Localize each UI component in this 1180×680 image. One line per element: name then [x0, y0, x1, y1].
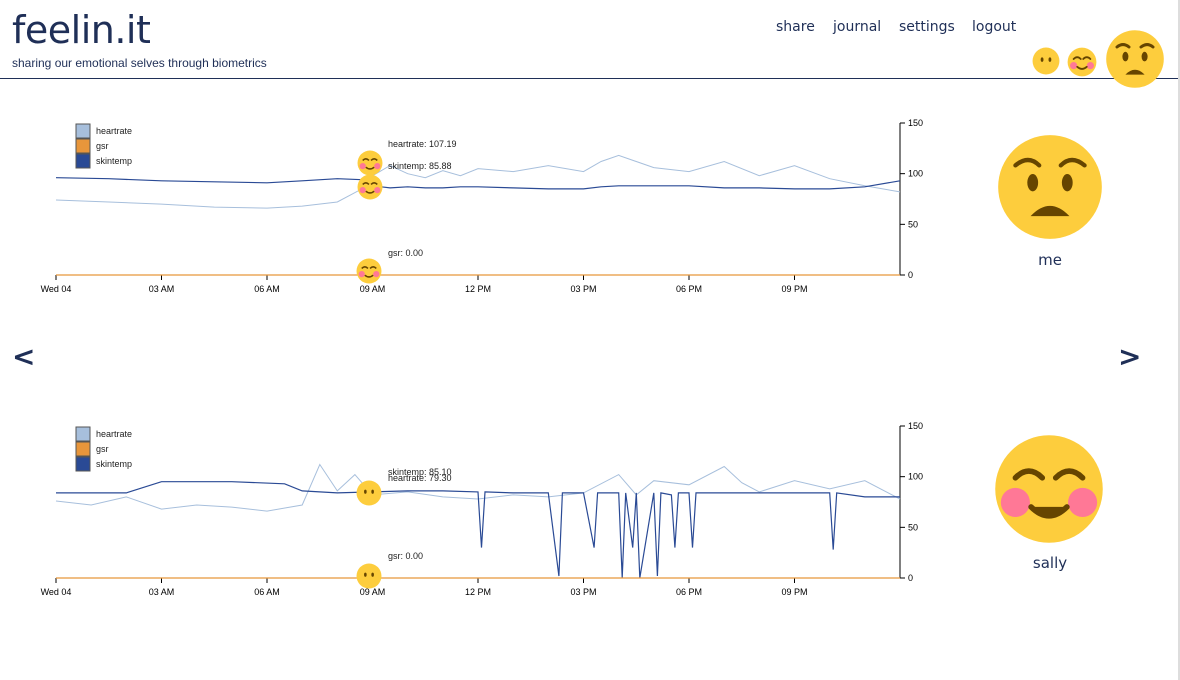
user-label-sally[interactable]: sally [1032, 554, 1068, 572]
chart-me: Wed 04 03 AM 06 AM 09 AM 12 PM 03 PM 06 PM 09 P… [0, 110, 940, 310]
legend-swatch-gsr [75, 138, 91, 154]
legend-label-skintemp: skintemp [96, 156, 132, 166]
legend-swatch-gsr [75, 441, 91, 457]
nav-logout[interactable]: logout [972, 19, 1017, 35]
smiling-face-with-blush-icon [995, 435, 1103, 543]
legend-swatch-skintemp [75, 153, 91, 169]
marker-emoji-heartrate [357, 150, 383, 176]
x-tick-label: 06 PM [676, 284, 702, 294]
neutral-face-icon[interactable] [1032, 47, 1060, 75]
x-tick-label: 06 AM [254, 587, 280, 597]
annotation-gsr: gsr: 0.00 [388, 248, 423, 258]
tagline: sharing our emotional selves through bio… [12, 56, 267, 70]
x-tick-label: Wed 04 [41, 284, 72, 294]
annotation-heartrate: heartrate: 79.30 [388, 473, 452, 483]
header: feelin.it sharing our emotional selves t… [0, 0, 1180, 88]
x-tick-label: 03 PM [570, 587, 596, 597]
series-skintemp [55, 177, 901, 190]
legend-label-skintemp: skintemp [96, 459, 132, 469]
y-tick-label: 50 [908, 219, 918, 229]
chart-sally: Wed 04 03 AM 06 AM 09 AM 12 PM 03 PM 06 PM 09 P… [0, 413, 940, 613]
legend-swatch-skintemp [75, 456, 91, 472]
x-tick-label: Wed 04 [41, 587, 72, 597]
anxious-face-icon [998, 135, 1102, 239]
series-heartrate [55, 463, 901, 512]
annotation-heartrate: heartrate: 107.19 [388, 139, 457, 149]
x-tick-label: 06 PM [676, 587, 702, 597]
smiling-face-with-blush-icon[interactable] [1067, 47, 1097, 77]
next-arrow[interactable]: > [1118, 340, 1142, 373]
legend-swatch-heartrate [75, 123, 91, 139]
y-tick-label: 100 [908, 472, 923, 482]
legend-label-heartrate: heartrate [96, 126, 132, 136]
annotation-skintemp: skintemp: 85.88 [388, 161, 452, 171]
nav-share[interactable]: share [776, 19, 815, 35]
marker-emoji-gsr [356, 258, 382, 284]
x-tick-label: 03 AM [149, 284, 175, 294]
x-tick-label: 12 PM [465, 587, 491, 597]
marker-emoji-skintemp [356, 480, 382, 506]
chart-sally-svg: Wed 04 03 AM 06 AM 09 AM 12 PM 03 PM 06 PM 09 P… [41, 421, 923, 597]
marker-emoji-skintemp [357, 174, 383, 200]
marker-emoji-gsr [356, 563, 382, 589]
y-tick-label: 0 [908, 270, 913, 280]
x-tick-label: 03 AM [149, 587, 175, 597]
annotation-gsr: gsr: 0.00 [388, 551, 423, 561]
x-tick-label: 06 AM [254, 284, 280, 294]
x-tick-label: 09 AM [360, 587, 386, 597]
annotation-skintemp: skintemp: 85.10 [388, 467, 452, 477]
x-tick-label: 09 PM [781, 284, 807, 294]
legend-label-gsr: gsr [96, 444, 109, 454]
y-tick-label: 150 [908, 421, 923, 431]
x-tick-label: 09 AM [360, 284, 386, 294]
user-label-me[interactable]: me [1038, 251, 1062, 269]
y-tick-label: 50 [908, 522, 918, 532]
x-tick-label: 09 PM [781, 587, 807, 597]
prev-arrow[interactable]: < [12, 340, 36, 373]
legend-label-heartrate: heartrate [96, 429, 132, 439]
nav-journal[interactable]: journal [833, 19, 882, 35]
series-heartrate [55, 154, 901, 209]
y-tick-label: 0 [908, 573, 913, 583]
chart-me-svg: Wed 04 03 AM 06 AM 09 AM 12 PM 03 PM 06 PM 09 P… [41, 118, 923, 294]
legend-label-gsr: gsr [96, 141, 109, 151]
x-tick-label: 12 PM [465, 284, 491, 294]
nav-settings[interactable]: settings [899, 19, 955, 35]
anxious-face-icon[interactable] [1105, 29, 1165, 89]
legend-swatch-heartrate [75, 426, 91, 442]
window-edge [1178, 0, 1180, 680]
y-tick-label: 100 [908, 169, 923, 179]
y-tick-label: 150 [908, 118, 923, 128]
x-tick-label: 03 PM [570, 284, 596, 294]
series-skintemp [56, 481, 900, 579]
app-logo[interactable]: feelin.it [12, 8, 151, 52]
